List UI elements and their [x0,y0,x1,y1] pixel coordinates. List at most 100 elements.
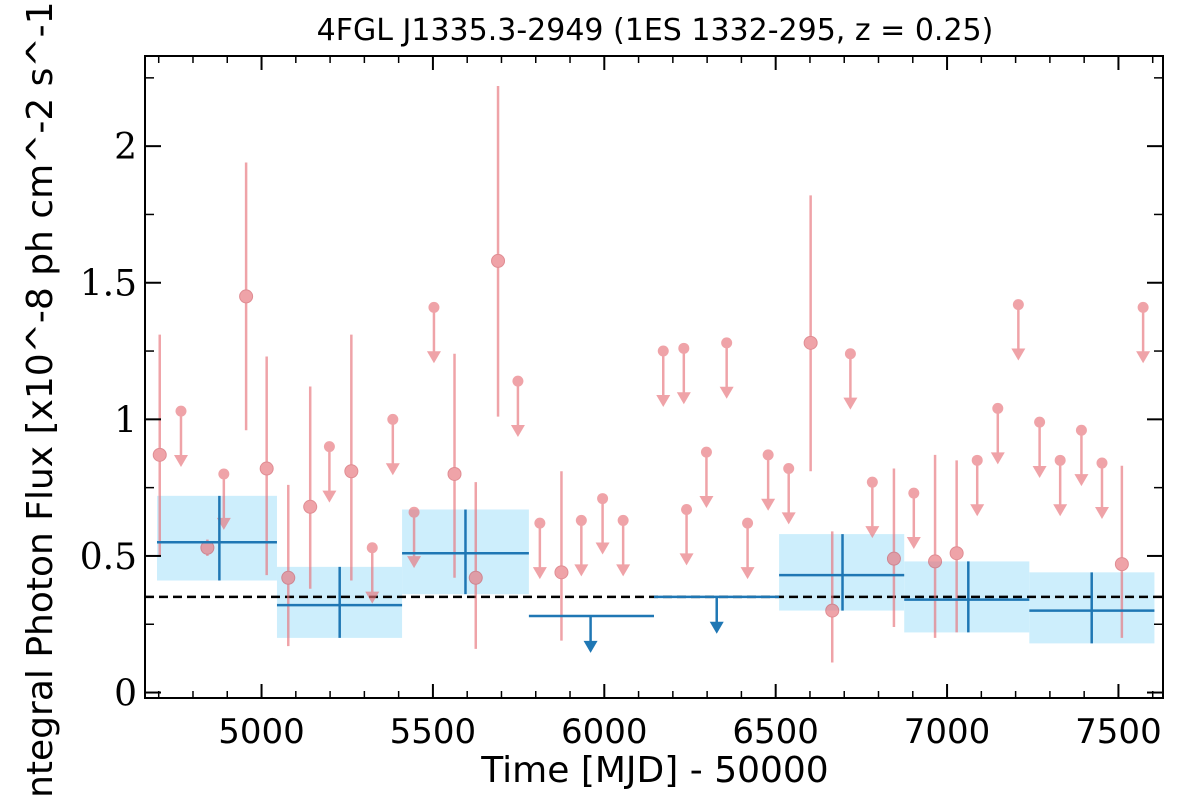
upper-limit-arrowhead [781,512,796,525]
upper-limit-arrowhead [365,591,380,604]
short-bin-marker [447,466,462,481]
short-bin-upper-limit-26 [1032,416,1047,478]
short-bin-upper-limit-13 [676,342,691,405]
upper-limit-marker [1054,454,1066,466]
short-bin-marker [303,499,318,514]
y-tick-label: 0 [114,674,137,715]
long-bin-point-1 [276,566,403,638]
short-bin-point-2 [239,162,254,431]
y-tick-label: 1.5 [80,264,137,305]
upper-limit-marker [323,441,335,453]
long-bin-point-3 [779,534,905,611]
short-bin-upper-limit-14 [679,503,694,566]
upper-limit-marker [408,506,420,518]
upper-limit-marker [512,375,524,387]
upper-limit-arrowhead [322,490,337,503]
short-bin-point-6 [344,334,359,581]
x-tick-label: 5500 [390,712,477,752]
short-bin-marker [928,554,943,569]
upper-limit-arrowhead [906,537,921,550]
short-bin-upper-limit-24 [990,402,1005,465]
short-bin-marker [1114,557,1129,572]
y-axis-label: Integral Photon Flux [x10^-8 ph cm^-2 s^… [20,0,61,800]
short-bin-upper-limit-5 [407,506,422,569]
upper-limit-marker [218,468,230,480]
long-bin-series [156,495,1155,653]
upper-limit-arrowhead [679,553,694,566]
upper-limit-arrowhead [574,564,589,577]
long-bin-point-4 [904,561,1030,633]
short-bin-upper-limit-3 [365,542,380,604]
short-bin-point-7 [447,353,462,578]
short-bin-point-11 [803,195,818,472]
short-bin-marker [259,461,274,476]
short-bin-point-3 [259,356,274,576]
short-bin-point-0 [152,334,167,556]
short-bin-marker [825,603,840,618]
chart-title: 4FGL J1335.3-2949 (1ES 1332-295, z = 0.2… [317,13,994,48]
upper-limit-arrowhead [1136,351,1151,364]
short-bin-point-12 [825,531,840,663]
upper-limit-marker [992,402,1004,414]
upper-limit-marker [657,345,669,357]
short-bin-marker [491,253,506,268]
upper-limit-marker [721,337,733,349]
upper-limit-marker [597,493,609,505]
upper-limit-marker [866,476,878,488]
short-bin-upper-limit-11 [616,514,631,577]
short-bin-point-14 [928,454,943,638]
short-bin-upper-limit-30 [1136,301,1151,364]
upper-limit-marker [1034,416,1046,428]
upper-limit-marker [1012,299,1024,311]
upper-limit-arrowhead [616,564,631,577]
short-bin-point-16 [1114,465,1129,638]
upper-limit-marker [387,413,399,425]
short-bin-marker [239,289,254,304]
short-bin-upper-limit-2 [322,441,337,503]
short-bin-marker [554,565,569,580]
short-bin-upper-limit-16 [719,337,734,399]
short-bin-marker [344,464,359,479]
short-bin-upper-limit-0 [173,405,188,468]
short-bin-point-9 [491,86,506,417]
upper-limit-marker [971,454,983,466]
short-bin-upper-limit-15 [699,446,714,509]
upper-limit-arrowhead [740,567,755,580]
upper-limit-marker [1096,457,1108,469]
upper-limit-marker [175,405,187,417]
upper-limit-arrowhead [426,351,441,364]
upper-limit-arrowhead [865,526,880,539]
upper-limit-marker [678,342,690,354]
long-bin-band-4 [904,561,1030,633]
short-bin-upper-limit-8 [532,517,547,580]
upper-limit-marker [681,503,693,515]
upper-limit-marker [428,301,440,313]
upper-limit-arrowhead [761,498,776,511]
short-bin-marker [152,447,167,462]
upper-limit-arrowhead [656,394,671,407]
short-bin-marker [803,335,818,350]
short-bin-upper-limit-25 [1011,299,1026,361]
upper-limit-arrowhead [173,455,188,468]
short-bin-upper-limit-22 [906,487,921,550]
upper-limit-arrowhead [970,504,985,517]
x-tick-label: 7000 [904,712,991,752]
upper-limit-marker [783,463,795,475]
short-bin-marker [949,546,964,561]
x-tick-label: 6000 [561,712,648,752]
plot-frame [144,55,1164,699]
short-bin-point-10 [554,471,569,641]
upper-limit-marker [1075,424,1087,436]
upper-limit-marker [742,517,754,529]
short-bin-upper-limit-28 [1074,424,1089,487]
upper-limit-marker [1137,301,1149,313]
y-tick-label: 0.5 [80,537,137,578]
short-bin-upper-limit-9 [574,514,589,577]
upper-limit-marker [366,542,378,554]
upper-limit-arrowhead [407,556,422,569]
upper-limit-marker [908,487,920,499]
short-bin-upper-limit-21 [865,476,880,539]
upper-limit-arrowhead [676,392,691,405]
long-bin-upper-limit-1 [654,595,780,634]
